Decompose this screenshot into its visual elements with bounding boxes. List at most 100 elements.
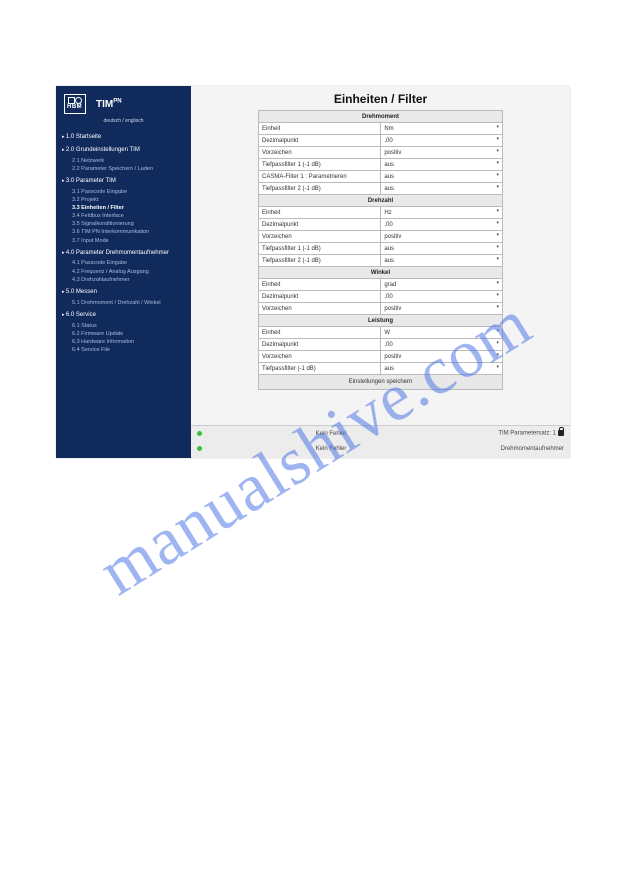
nav-section[interactable]: 3.0 Parameter TIM [62, 177, 185, 187]
status-footer: Kein Fehler TIM Parametersatz: 1 Kein Fe… [191, 425, 570, 458]
nav-subitem[interactable]: 3.4 Feldbus Interface [72, 213, 185, 221]
footer-row-b: Kein Fehler Drehmomentaufnehmer [191, 441, 570, 456]
nav-subitem[interactable]: 3.6 TIM PN Interkommunikation [72, 229, 185, 237]
config-label: Tiefpassfilter (-1 dB) [259, 363, 381, 375]
config-row: EinheitW [259, 327, 503, 339]
config-select[interactable]: W [381, 327, 503, 339]
footer-row-a: Kein Fehler TIM Parametersatz: 1 [191, 426, 570, 441]
nav-section[interactable]: 2.0 Grundeinstellungen TIM [62, 146, 185, 156]
config-row: Tiefpassfilter 2 (-1 dB)aus [259, 183, 503, 195]
config-label: Vorzeichen [259, 147, 381, 159]
config-label: CASMA-Filter 1 : Parametrieren [259, 171, 381, 183]
config-row: EinheitNm [259, 123, 503, 135]
status-dot-a-icon [197, 431, 202, 436]
footer-right-b: Drehmomentaufnehmer [454, 446, 564, 452]
footer-msg-b: Kein Fehler [208, 446, 454, 452]
config-label: Vorzeichen [259, 303, 381, 315]
config-select[interactable]: ,00 [381, 291, 503, 303]
config-row: Dezimalpunkt,00 [259, 291, 503, 303]
footer-msg-a: Kein Fehler [208, 431, 454, 437]
config-select[interactable]: positiv [381, 351, 503, 363]
config-select[interactable]: ,00 [381, 339, 503, 351]
nav-section[interactable]: 5.0 Messen [62, 288, 185, 298]
config-select[interactable]: positiv [381, 231, 503, 243]
section-header: Winkel [259, 267, 503, 279]
language-switch[interactable]: deutsch / englisch [56, 118, 191, 129]
config-row: Vorzeichenpositiv [259, 147, 503, 159]
config-row: Dezimalpunkt,00 [259, 135, 503, 147]
config-label: Dezimalpunkt [259, 339, 381, 351]
nav-subitem[interactable]: 3.1 Passcode Eingabe [72, 188, 185, 196]
config-row: EinheitHz [259, 207, 503, 219]
nav-subitem[interactable]: 3.3 Einheiten / Filter [72, 204, 185, 212]
config-select[interactable]: positiv [381, 147, 503, 159]
nav-subitem[interactable]: 3.7 Input Mode [72, 237, 185, 245]
section-header: Leistung [259, 315, 503, 327]
config-label: Einheit [259, 123, 381, 135]
nav-subitem[interactable]: 3.5 Signalkonditionierung [72, 221, 185, 229]
config-select[interactable]: positiv [381, 303, 503, 315]
section-header: Drehmoment [259, 111, 503, 123]
maker-label: HBM [67, 104, 82, 112]
config-select[interactable]: aus [381, 183, 503, 195]
nav-subitem[interactable]: 4.2 Frequenz / Analog Ausgang [72, 268, 185, 276]
config-select[interactable]: ,00 [381, 219, 503, 231]
config-row: Dezimalpunkt,00 [259, 219, 503, 231]
config-select[interactable]: grad [381, 279, 503, 291]
hbm-logo-icon: HBM [64, 94, 86, 114]
nav-subitem[interactable]: 6.1 Status [72, 322, 185, 330]
section-header: Drehzahl [259, 195, 503, 207]
config-select[interactable]: aus [381, 363, 503, 375]
config-label: Dezimalpunkt [259, 291, 381, 303]
nav-subitem[interactable]: 2.2 Parameter Speichern / Laden [72, 165, 185, 173]
config-label: Tiefpassfilter 1 (-1 dB) [259, 159, 381, 171]
config-label: Einheit [259, 279, 381, 291]
config-row: Tiefpassfilter 1 (-1 dB)aus [259, 159, 503, 171]
nav-subitem[interactable]: 3.2 Projekt [72, 196, 185, 204]
config-label: Dezimalpunkt [259, 135, 381, 147]
config-label: Dezimalpunkt [259, 219, 381, 231]
nav-subitem[interactable]: 6.4 Service File [72, 347, 185, 355]
config-row: Vorzeichenpositiv [259, 351, 503, 363]
config-table: DrehmomentEinheitNmDezimalpunkt,00Vorzei… [258, 110, 503, 390]
config-label: Vorzeichen [259, 231, 381, 243]
config-select[interactable]: Hz [381, 207, 503, 219]
config-label: Tiefpassfilter 1 (-1 dB) [259, 243, 381, 255]
config-row: Dezimalpunkt,00 [259, 339, 503, 351]
config-row: Tiefpassfilter (-1 dB)aus [259, 363, 503, 375]
logo-block: HBM TIMPN [56, 86, 191, 118]
config-label: Tiefpassfilter 2 (-1 dB) [259, 255, 381, 267]
sidebar: HBM TIMPN deutsch / englisch 1.0 Startse… [56, 86, 191, 458]
config-select[interactable]: aus [381, 159, 503, 171]
save-settings-button[interactable]: Einstellungen speichern [259, 375, 503, 390]
footer-right-a: TIM Parametersatz: 1 [454, 430, 564, 437]
nav-section[interactable]: 1.0 Startseite [62, 133, 185, 143]
config-label: Einheit [259, 327, 381, 339]
nav-list: 1.0 Startseite 2.0 Grundeinstellungen TIM… [56, 129, 191, 355]
config-select[interactable]: aus [381, 243, 503, 255]
config-row: Vorzeichenpositiv [259, 231, 503, 243]
config-select[interactable]: aus [381, 255, 503, 267]
nav-section[interactable]: 4.0 Parameter Drehmomentaufnehmer [62, 249, 185, 259]
config-label: Einheit [259, 207, 381, 219]
config-label: Tiefpassfilter 2 (-1 dB) [259, 183, 381, 195]
config-row: Vorzeichenpositiv [259, 303, 503, 315]
config-select[interactable]: aus [381, 171, 503, 183]
config-row: CASMA-Filter 1 : Parametrierenaus [259, 171, 503, 183]
nav-section[interactable]: 6.0 Service [62, 311, 185, 321]
config-label: Vorzeichen [259, 351, 381, 363]
config-select[interactable]: ,00 [381, 135, 503, 147]
nav-subitem[interactable]: 4.1 Passcode Eingabe [72, 260, 185, 268]
lock-icon [558, 430, 564, 436]
nav-subitem[interactable]: 5.1 Drehmoment / Drehzahl / Winkel [72, 299, 185, 307]
content-area: Einheiten / Filter DrehmomentEinheitNmDe… [191, 86, 570, 458]
nav-subitem[interactable]: 6.2 Firmware Update [72, 330, 185, 338]
config-select[interactable]: Nm [381, 123, 503, 135]
brand-name: TIMPN [96, 98, 122, 111]
page-title: Einheiten / Filter [191, 92, 570, 106]
config-row: Tiefpassfilter 2 (-1 dB)aus [259, 255, 503, 267]
nav-subitem[interactable]: 6.3 Hardware Information [72, 338, 185, 346]
status-dot-b-icon [197, 446, 202, 451]
nav-subitem[interactable]: 4.3 Drehzahlaufnehmer [72, 276, 185, 284]
nav-subitem[interactable]: 2.1 Netzwerk [72, 157, 185, 165]
